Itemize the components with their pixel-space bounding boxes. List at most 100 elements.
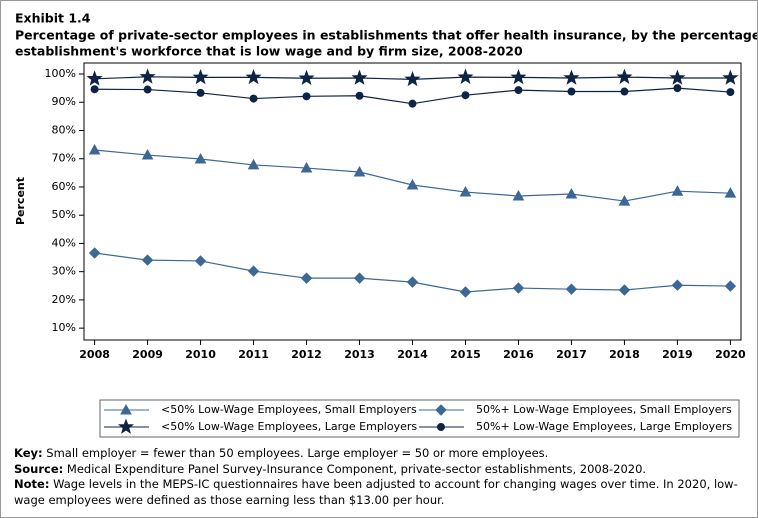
y-axis-label: Percent <box>14 177 27 225</box>
y-tick-label: 30% <box>52 265 76 278</box>
marker <box>669 69 686 85</box>
marker <box>143 85 152 94</box>
y-tick-label: 40% <box>52 236 76 249</box>
y-tick-label: 80% <box>52 123 76 136</box>
note: Note: Wage levels in the MEPS-IC questio… <box>14 477 744 508</box>
marker <box>247 265 260 277</box>
marker <box>247 158 260 170</box>
marker <box>90 85 99 94</box>
marker <box>510 68 527 85</box>
marker <box>245 68 262 85</box>
marker <box>618 284 631 296</box>
legend-label: <50% Low-Wage Employees, Small Employers <box>161 403 417 416</box>
marker <box>196 88 205 97</box>
y-tick-label: 70% <box>52 152 76 165</box>
marker <box>724 280 737 292</box>
marker <box>437 423 445 431</box>
marker <box>353 272 366 284</box>
marker <box>459 286 472 298</box>
legend-label: 50%+ Low-Wage Employees, Small Employers <box>476 403 732 416</box>
marker <box>194 255 207 267</box>
x-tick-label: 2011 <box>238 348 269 361</box>
marker <box>300 162 313 173</box>
marker <box>616 68 633 84</box>
marker <box>86 70 103 86</box>
marker <box>512 189 525 201</box>
marker <box>117 418 135 434</box>
marker <box>194 152 207 164</box>
y-tick-label: 60% <box>52 180 76 193</box>
marker <box>249 94 258 103</box>
marker <box>88 143 101 155</box>
x-tick-label: 2018 <box>609 348 640 361</box>
x-tick-label: 2009 <box>132 348 163 361</box>
marker <box>459 186 472 197</box>
note-text: Small employer = fewer than 50 employees… <box>46 446 549 460</box>
marker <box>461 91 470 100</box>
legend-label: <50% Low-Wage Employees, Large Employers <box>161 420 417 433</box>
x-tick-label: 2014 <box>397 348 428 361</box>
note: Key: Small employer = fewer than 50 empl… <box>14 446 744 462</box>
chart-title: establishment's workforce that is low wa… <box>15 44 523 59</box>
marker <box>351 69 368 85</box>
marker <box>565 187 578 199</box>
marker <box>302 92 311 101</box>
note-label: Key: <box>14 446 43 460</box>
y-tick-label: 50% <box>52 208 76 221</box>
legend-label: 50%+ Low-Wage Employees, Large Employers <box>476 420 732 433</box>
marker <box>726 88 735 97</box>
marker <box>567 87 576 96</box>
x-tick-label: 2020 <box>715 348 746 361</box>
marker <box>673 84 682 93</box>
marker <box>404 70 421 87</box>
marker <box>512 282 525 294</box>
marker <box>192 68 209 85</box>
marker <box>514 86 523 95</box>
y-tick-label: 20% <box>52 293 76 306</box>
marker <box>406 178 419 190</box>
chart-title: Percentage of private-sector employees i… <box>15 28 757 43</box>
note-text: Wage levels in the MEPS-IC questionnaire… <box>14 477 738 507</box>
y-tick-label: 10% <box>52 321 76 334</box>
marker <box>408 99 417 108</box>
legend-box <box>99 399 740 438</box>
x-tick-label: 2013 <box>344 348 375 361</box>
marker <box>722 69 739 85</box>
x-tick-label: 2015 <box>450 348 481 361</box>
x-tick-label: 2017 <box>556 348 587 361</box>
marker <box>724 187 737 198</box>
marker <box>565 283 578 295</box>
series-line <box>94 149 731 202</box>
marker <box>563 69 580 85</box>
marker <box>298 69 315 86</box>
marker <box>671 185 684 196</box>
note-text: Medical Expenditure Panel Survey-Insuran… <box>66 461 647 476</box>
marker <box>300 272 313 284</box>
marker <box>457 68 474 84</box>
x-tick-label: 2016 <box>503 348 534 361</box>
marker <box>88 247 101 259</box>
marker <box>620 87 629 96</box>
exhibit: Exhibit 1.4 <box>15 11 91 26</box>
x-tick-label: 2019 <box>662 348 693 361</box>
chart: Exhibit 1.4 Percentage of private-sector… <box>14 11 757 438</box>
marker <box>406 276 419 288</box>
y-tick-label: 100% <box>45 67 76 80</box>
note-label: Source: <box>14 461 64 476</box>
x-tick-label: 2012 <box>291 348 322 361</box>
marker <box>141 149 154 160</box>
marker <box>141 254 154 266</box>
marker <box>618 195 631 206</box>
notes: Key: Small employer = fewer than 50 empl… <box>14 446 744 508</box>
x-tick-label: 2010 <box>185 348 216 361</box>
marker <box>435 404 447 416</box>
marker <box>671 279 684 291</box>
marker <box>139 68 156 84</box>
note-label: Note: <box>14 477 50 491</box>
note: Source: Medical Expenditure Panel Survey… <box>14 462 744 478</box>
y-tick-label: 90% <box>52 95 76 108</box>
marker <box>120 403 132 415</box>
marker <box>355 91 364 100</box>
x-tick-label: 2008 <box>79 348 110 361</box>
